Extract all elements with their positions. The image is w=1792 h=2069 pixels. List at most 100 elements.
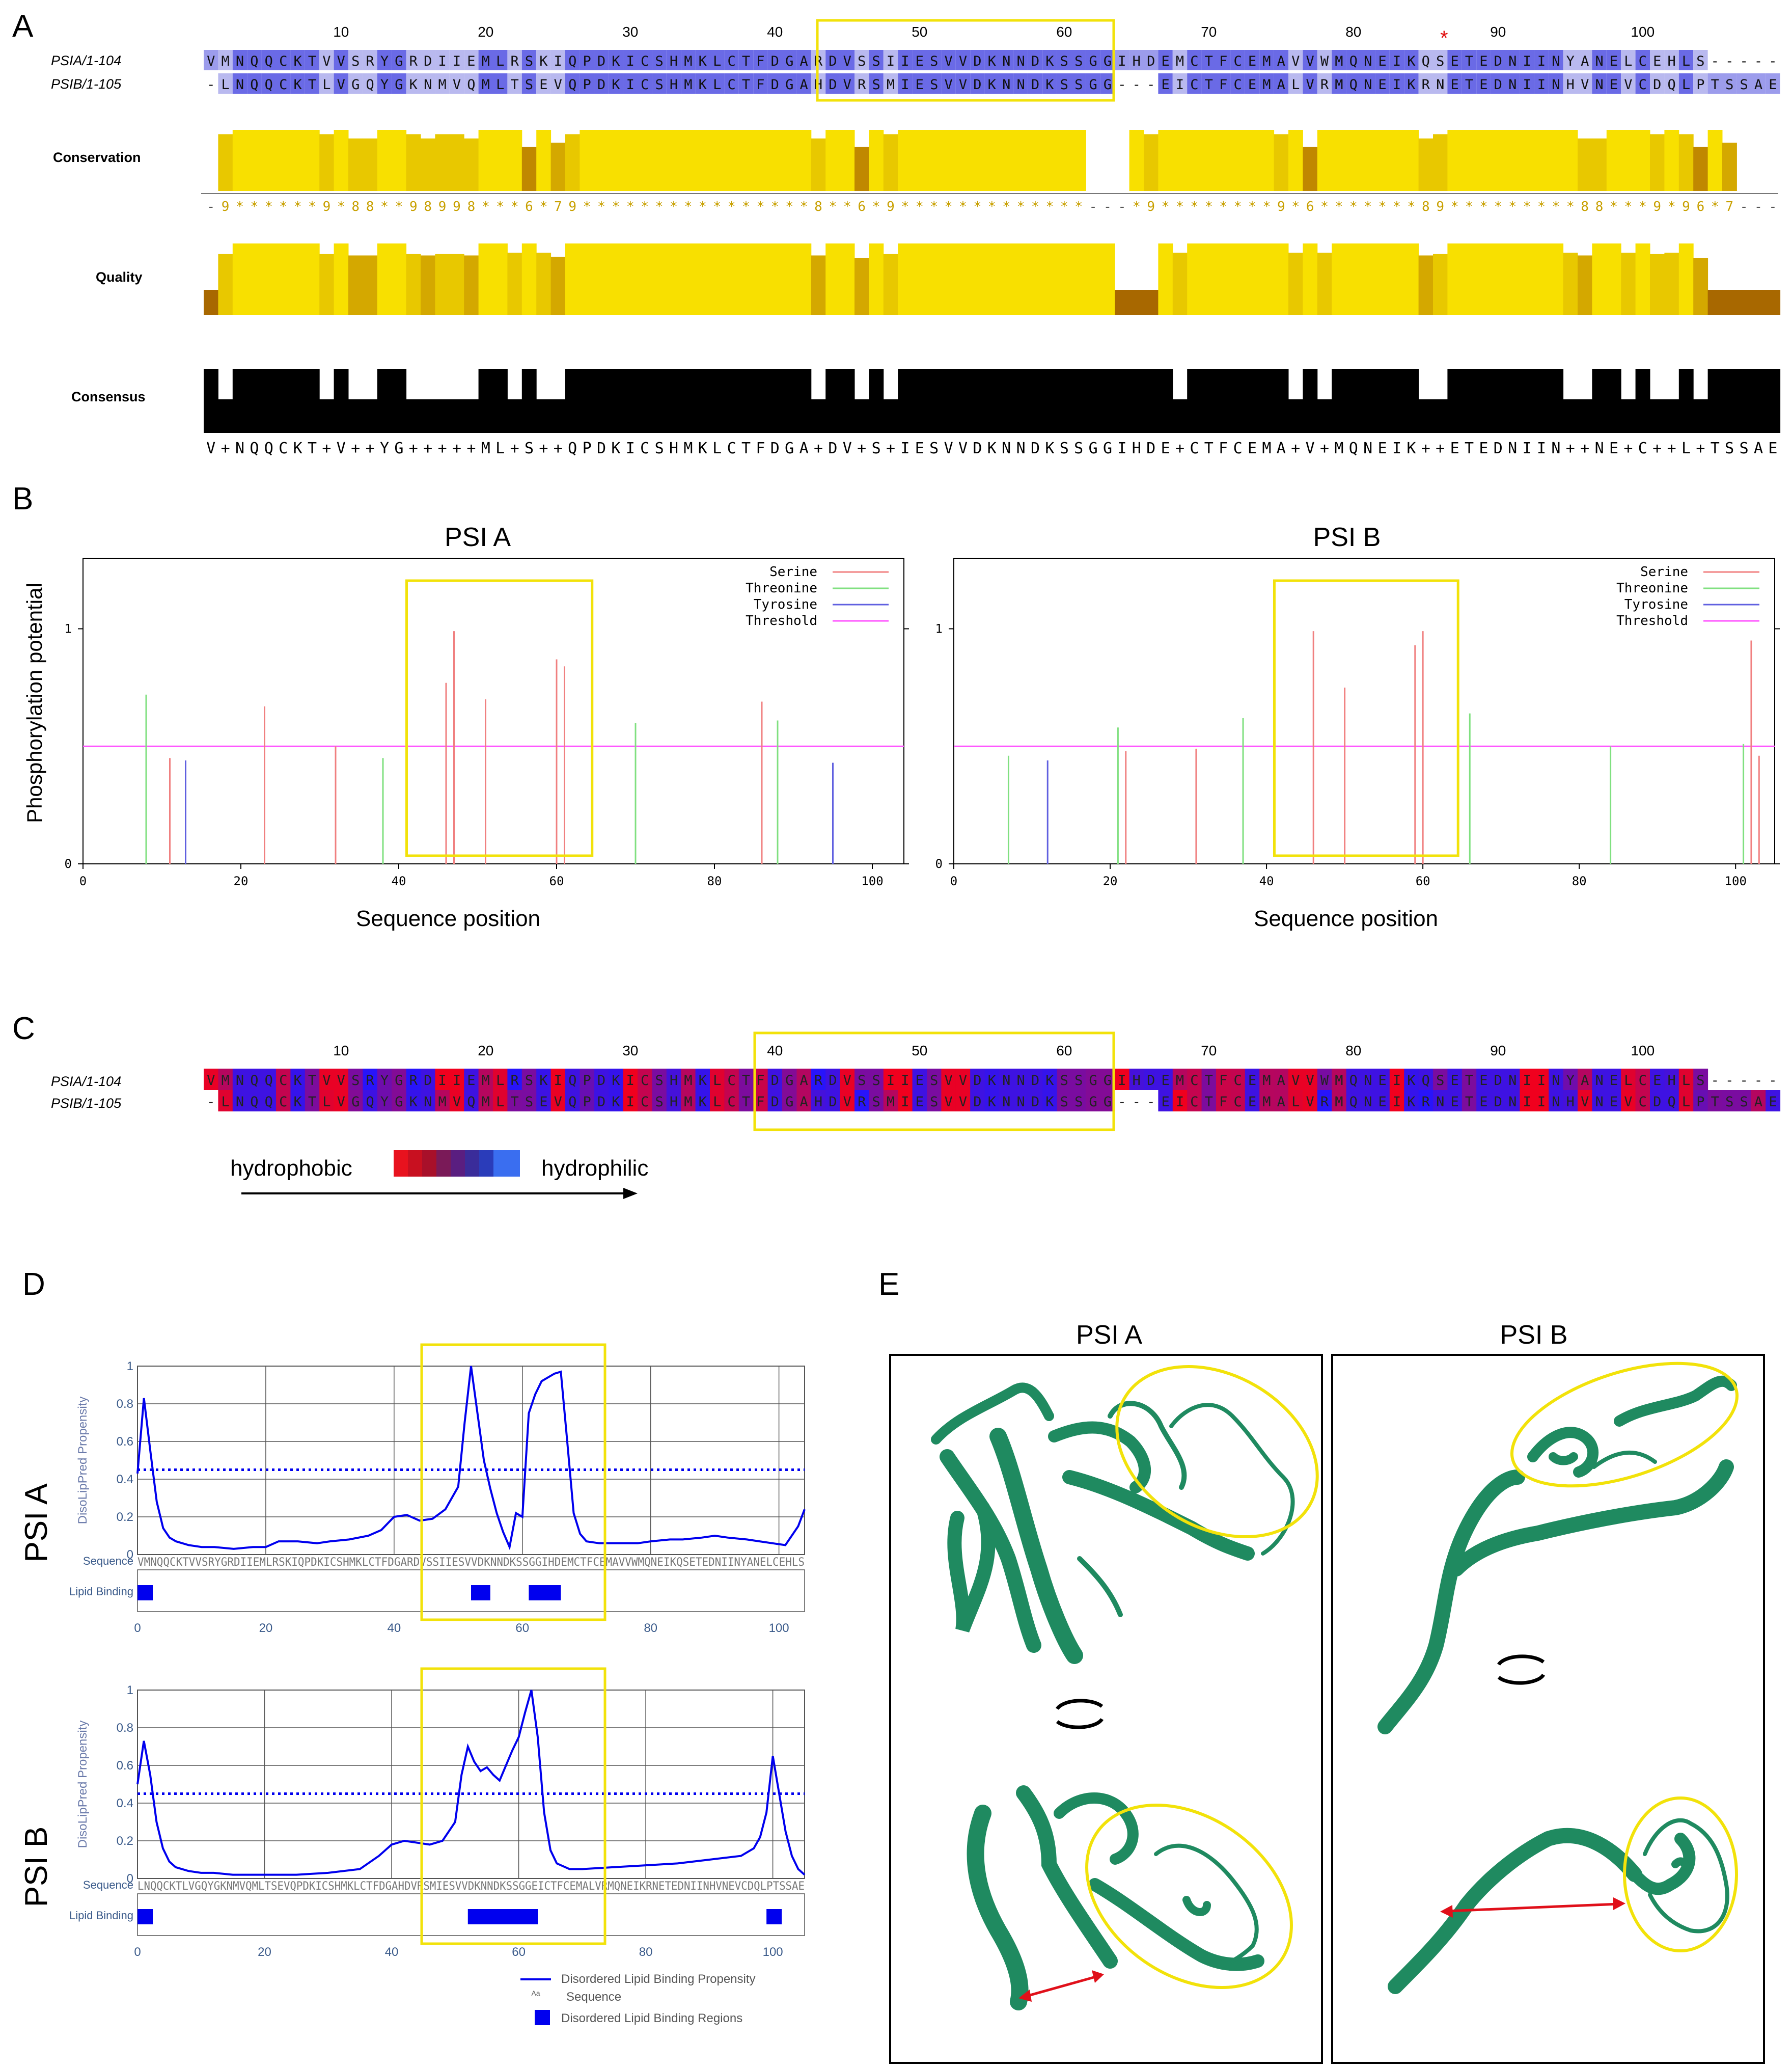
- residue-psia: M: [1176, 53, 1184, 69]
- consensus-char: S: [1740, 440, 1749, 457]
- x-tick-label: 80: [707, 874, 722, 888]
- quality-bar: [1303, 243, 1318, 315]
- quality-bar: [435, 254, 450, 315]
- residue-psib: E: [1248, 77, 1256, 93]
- residue-bg: [1491, 50, 1505, 70]
- residue-bg: [1462, 50, 1477, 70]
- residue-psia: H: [1133, 53, 1141, 69]
- hydro-residue-bg: [1433, 1069, 1448, 1090]
- panel-a-ruler: 10 20 30 40 50 60 70 80 90 100: [333, 24, 1655, 40]
- quality-bar: [638, 243, 652, 315]
- ruler-tick-20: 20: [478, 24, 493, 40]
- consensus-char: D: [1494, 440, 1503, 457]
- consensus-char: +: [1320, 440, 1329, 457]
- residue-psia: C: [1190, 53, 1198, 69]
- residue-bg: [1303, 73, 1317, 94]
- conservation-bar: [941, 130, 956, 191]
- residue-psib: Q: [250, 77, 258, 93]
- residue-bg: [1057, 73, 1071, 94]
- residue-bg: [753, 73, 768, 94]
- hydro-residue-bg: [1418, 1090, 1433, 1111]
- consensus-char: M: [683, 440, 693, 457]
- consensus-char: L: [495, 440, 505, 457]
- hydro-residue-bg: [421, 1090, 435, 1111]
- hydro-residue-bg: [1404, 1069, 1419, 1090]
- residue-bg: [1375, 73, 1390, 94]
- hydro-residue-bg: [421, 1069, 435, 1090]
- conservation-char: 7: [1725, 199, 1733, 214]
- consensus-bar: [1592, 369, 1607, 433]
- conservation-bar: [1071, 130, 1086, 191]
- consensus-char: I: [900, 440, 909, 457]
- phospho-x-label-psib: Sequence position: [1254, 906, 1438, 931]
- quality-bar: [970, 243, 985, 315]
- lipid-region: [471, 1585, 490, 1600]
- consensus-bar: [594, 369, 609, 433]
- residue-bg: [1462, 73, 1477, 94]
- panel-b-y-label: Phosphorylation potential: [22, 583, 46, 823]
- panel-a-alignment: 10 20 30 40 50 60 70 80 90 100 * PSIA/1-104 PSIB/…: [51, 19, 1781, 457]
- residue-bg: [710, 50, 725, 70]
- conservation-bar: [1245, 130, 1260, 191]
- residue-bg: [609, 50, 623, 70]
- consensus-char: S: [655, 440, 664, 457]
- ruler-tick-50: 50: [912, 1043, 927, 1058]
- residue-bg: [1707, 73, 1722, 94]
- y-tick-label: 1: [127, 1683, 133, 1697]
- residue-psib: V: [1581, 77, 1589, 93]
- consensus-bar: [1707, 369, 1723, 433]
- hydro-residue: D: [1031, 1073, 1039, 1088]
- residue-bg: [927, 50, 942, 70]
- hydro-residue-bg: [1071, 1069, 1086, 1090]
- hydro-residue: Y: [380, 1094, 389, 1110]
- lipid-region: [137, 1909, 153, 1924]
- residue-bg: [782, 73, 797, 94]
- residue-bg: [1693, 50, 1708, 70]
- consensus-bar: [232, 369, 247, 433]
- residue-bg: [666, 50, 681, 70]
- consensus-char: +: [1566, 440, 1575, 457]
- x-tick-label: 40: [387, 1621, 401, 1635]
- consensus-char: C: [279, 440, 288, 457]
- conservation-bar: [1491, 130, 1506, 191]
- consensus-bar: [363, 399, 378, 433]
- residue-psia: G: [785, 53, 793, 69]
- consensus-bar: [1245, 369, 1260, 433]
- consensus-char: V: [958, 440, 968, 457]
- consensus-char: E: [1768, 440, 1777, 457]
- propensity-line: [136, 1366, 806, 1551]
- hydro-residue-bg: [1693, 1090, 1708, 1111]
- hydro-residue: F: [1219, 1094, 1227, 1110]
- hydro-residue: -: [1711, 1073, 1719, 1088]
- residue-bg: [767, 50, 782, 70]
- residue-psia: N: [236, 53, 244, 69]
- hydro-residue-bg: [464, 1090, 479, 1111]
- residue-bg: [319, 50, 334, 70]
- y-tick-label: 0: [65, 857, 72, 871]
- hydro-residue: S: [1740, 1094, 1748, 1110]
- consensus-bar: [478, 369, 493, 433]
- panel-label-e: E: [878, 1267, 899, 1302]
- hydro-residue-bg: [1534, 1069, 1549, 1090]
- conservation-char: 7: [554, 199, 562, 214]
- residue-psib: M: [1262, 77, 1271, 93]
- consensus-bar: [1534, 369, 1549, 433]
- residue-psia: C: [727, 53, 735, 69]
- hydro-residue: L: [713, 1094, 721, 1110]
- conservation-char: *: [626, 199, 635, 214]
- conservation-char: -: [1089, 199, 1097, 214]
- residue-psib: L: [1682, 77, 1690, 93]
- residue-psia: E: [1610, 53, 1618, 69]
- consensus-bar: [724, 369, 739, 433]
- consensus-bar: [767, 369, 783, 433]
- consensus-bar: [507, 399, 522, 433]
- hydro-residue: G: [785, 1073, 793, 1088]
- consensus-char: N: [1551, 440, 1560, 457]
- hydro-residue-bg: [1303, 1090, 1318, 1111]
- consensus-bar: [1100, 369, 1115, 433]
- hydro-residue: M: [438, 1094, 446, 1110]
- quality-bar: [1722, 290, 1737, 315]
- hydro-residue: I: [1118, 1073, 1126, 1088]
- hydro-residue: C: [1233, 1073, 1242, 1088]
- residue-psib: R: [1422, 77, 1430, 93]
